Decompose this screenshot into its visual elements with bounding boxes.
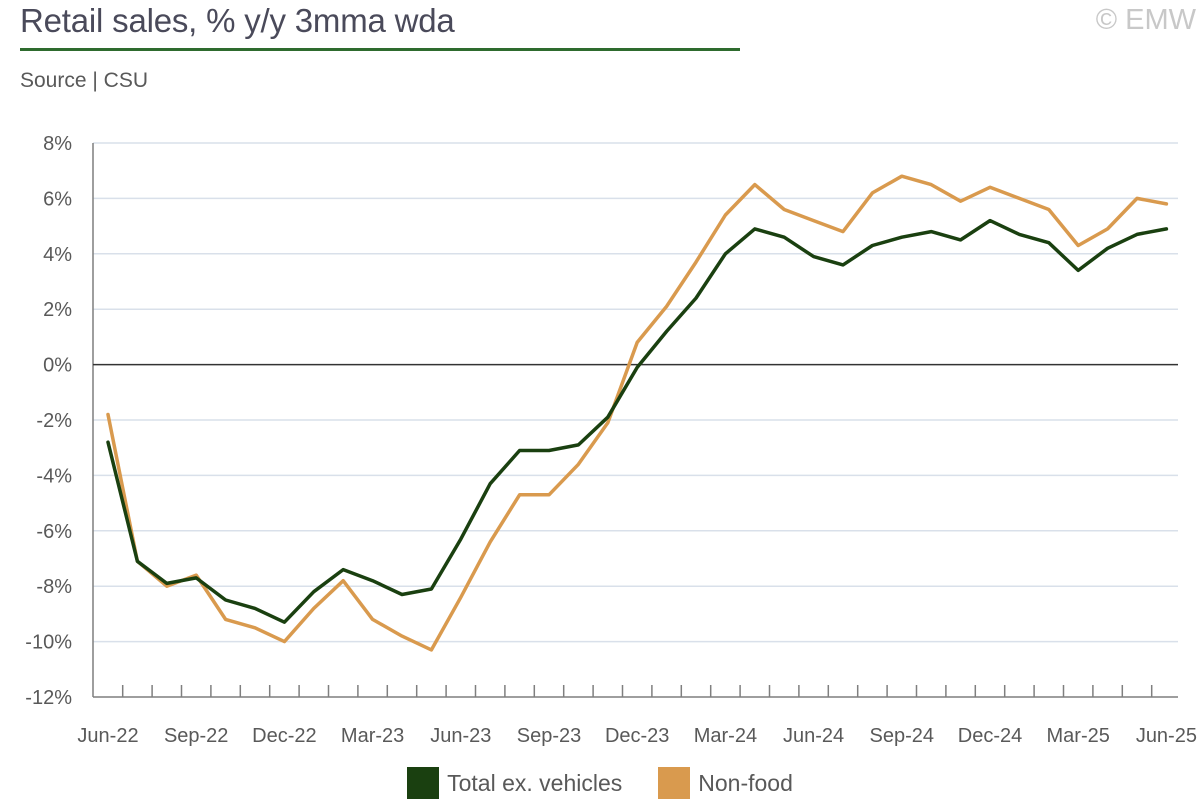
series-line-total-ex-vehicles [106,218,1169,624]
y-tick-labels: 8% 6% 4% 2% 0% -2% -4% -6% -8% -10% -12% [25,133,72,709]
legend-swatch-total-ex-vehicles [407,767,440,799]
x-tick-labels: Jun-22 Sep-22 Dec-22 Mar-23 Jun-23 Sep-23 Dec-… [77,725,1197,747]
axes [92,143,1178,698]
x-tick-label: Sep-24 [870,725,935,747]
legend-item-non-food[interactable]: Non-food [658,767,793,799]
legend-swatch-non-food [658,767,691,799]
title-underline [20,48,740,51]
y-tick-label: -2% [36,410,72,432]
legend-label-non-food: Non-food [698,769,793,796]
series-lines [106,174,1169,652]
y-tick-label: -10% [25,632,72,654]
x-tick-label: Jun-25 [1136,725,1197,747]
x-tick-label: Sep-22 [164,725,229,747]
copyright-text: © EMW [1095,4,1196,36]
x-tick-label: Dec-22 [252,725,316,747]
legend: Total ex. vehicles Non-food [0,766,1200,800]
legend-item-total-ex-vehicles[interactable]: Total ex. vehicles [407,767,622,799]
y-tick-label: -4% [36,465,72,487]
x-tick-label: Jun-24 [783,725,844,747]
x-tick-label: Dec-24 [958,725,1022,747]
legend-label-total-ex-vehicles: Total ex. vehicles [447,769,623,796]
y-tick-label: -8% [36,576,72,598]
series-line-non-food [106,174,1169,652]
x-tick-label: Mar-24 [694,725,757,747]
y-tick-label: 4% [43,244,72,266]
x-tick-label: Jun-22 [77,725,138,747]
y-tick-label: 0% [43,355,72,377]
source-text: Source | CSU [20,69,148,92]
grid-lines [93,142,1178,643]
chart-title: Retail sales, % y/y 3mma wda [20,2,455,39]
y-tick-label: 8% [43,133,72,155]
y-tick-label: -12% [25,687,72,709]
x-tick-label: Jun-23 [430,725,491,747]
x-tick-label: Dec-23 [605,725,669,747]
y-tick-label: 2% [43,299,72,321]
y-tick-label: 6% [43,188,72,210]
x-tick-label: Mar-25 [1047,725,1110,747]
x-tick-label: Sep-23 [517,725,582,747]
y-tick-label: -6% [36,521,72,543]
x-tick-label: Mar-23 [341,725,404,747]
